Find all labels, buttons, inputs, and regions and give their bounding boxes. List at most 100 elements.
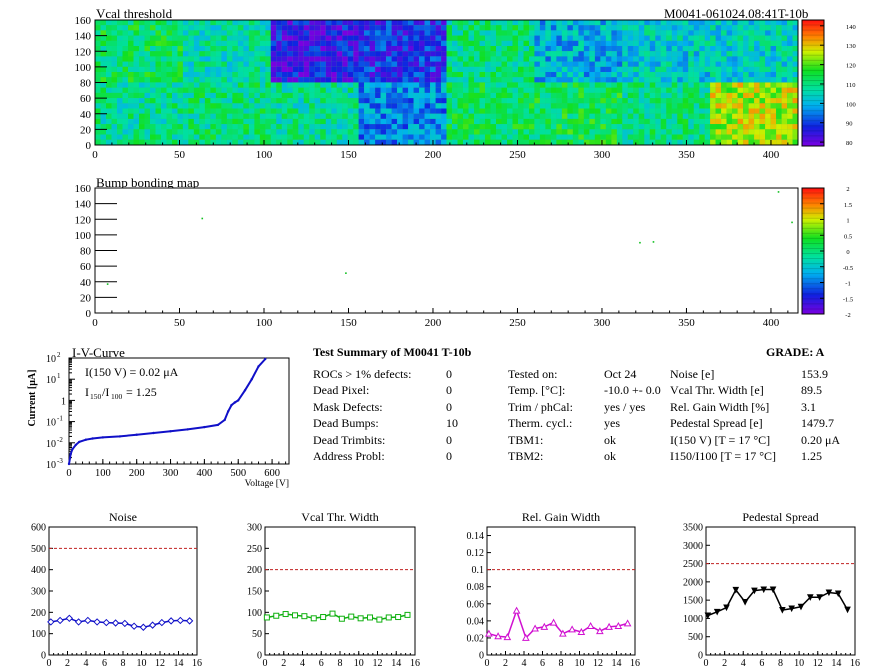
pixel-cell [128,46,134,52]
pixel-cell [391,98,398,104]
pixel-cell [320,72,326,78]
pixel-cell [666,92,672,99]
pixel-cell [259,72,266,78]
pixel-cell [386,87,392,93]
pixel-cell [496,87,502,93]
pixel-cell [281,129,288,135]
pixel-cell [693,113,700,119]
pixel-cell [122,113,128,119]
pixel-cell [419,98,425,104]
pixel-cell [457,103,463,109]
pixel-cell [490,56,496,62]
pixel-cell [210,139,216,145]
series-line [707,588,849,617]
pixel-cell [254,92,260,99]
pixel-cell [435,20,442,26]
pixel-cell [270,118,277,125]
pixel-cell [468,82,474,88]
pixel-cell [270,77,277,83]
pixel-cell [583,98,590,104]
pixel-cell [666,103,672,109]
pixel-cell [446,82,452,88]
pixel-cell [100,82,106,88]
pixel-cell [539,82,546,88]
scale-tick-label: 100 [846,101,856,108]
pixel-cell [193,40,200,46]
x-tick-label: 100 [95,468,111,479]
pixel-cell [150,129,156,135]
pixel-cell [754,77,760,83]
pixel-cell [545,35,551,41]
pixel-cell [787,61,793,67]
pixel-cell [704,98,711,104]
pixel-cell [605,118,612,125]
pixel-cell [655,92,661,99]
pixel-cell [496,98,502,104]
pixel-cell [430,66,436,72]
pixel-cell [611,134,617,140]
pixel-cell [726,35,733,41]
pixel-cell [95,92,101,99]
pixel-cell [248,25,255,31]
pixel-cell [748,46,755,52]
pixel-cell [325,46,332,52]
data-point [844,606,851,614]
x-tick-label: 4 [84,658,89,669]
data-point [102,618,111,627]
pixel-cell [682,82,689,88]
pixel-cell [677,82,683,88]
pixel-cell [545,108,551,114]
pixel-cell [342,56,348,62]
pixel-cell [512,51,518,57]
pixel-cell [391,87,398,93]
pixel-cell [331,98,337,104]
pixel-cell [682,124,689,130]
pixel-cell [111,46,117,52]
pixel-cell [463,61,469,67]
x-tick-label: 10 [575,658,585,669]
pixel-cell [770,77,777,83]
pixel-cell [589,113,595,119]
pixel-cell [287,40,293,46]
pixel-cell [578,98,584,104]
pixel-cell [594,30,601,36]
pixel-cell [715,124,722,130]
pixel-cell [117,56,123,62]
pixel-cell [666,46,672,52]
pixel-cell [106,30,112,36]
pixel-cell [649,30,656,36]
pixel-cell [435,25,442,31]
data-point [357,615,364,622]
pixel-cell [452,118,458,125]
pixel-cell [490,46,496,52]
data-point [760,586,768,594]
pixel-cell [336,129,343,135]
pixel-cell [237,46,244,52]
pixel-cell [188,129,194,135]
y-tick-exponent: -2 [57,436,63,444]
pixel-cell [550,134,557,140]
pixel-cell [518,72,524,78]
pixel-cell [358,129,365,135]
pixel-cell [726,56,733,62]
pixel-cell [292,77,299,83]
pixel-cell [468,87,474,93]
pixel-cell [627,35,634,41]
pixel-cell [715,108,722,114]
pixel-cell [748,40,755,46]
pixel-cell [424,77,431,83]
pixel-cell [358,124,365,130]
pixel-cell [496,51,502,57]
pixel-cell [386,113,392,119]
pixel-cell [320,20,326,26]
roc-tile [270,20,359,83]
pixel-cell [430,129,436,135]
pixel-cell [106,139,112,145]
pixel-cell [139,25,145,31]
pixel-cell [776,108,782,114]
pixel-cell [704,118,711,125]
pixel-cell [325,92,332,99]
pixel-cell [342,25,348,31]
pixel-cell [572,92,579,99]
pixel-cell [490,98,496,104]
